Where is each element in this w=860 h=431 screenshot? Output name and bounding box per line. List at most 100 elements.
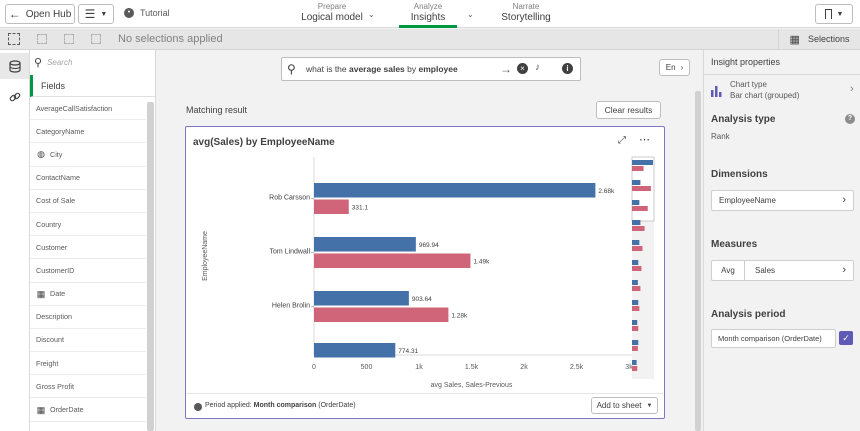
mini-bar — [632, 180, 641, 185]
x-axis-title: avg Sales, Sales-Previous — [431, 382, 513, 389]
field-item[interactable]: Gross Profit — [30, 375, 146, 399]
chevron-right-icon: › — [850, 83, 854, 95]
measure-item[interactable]: Avg Sales › — [711, 260, 854, 281]
measures-heading: Measures — [711, 239, 758, 250]
field-item[interactable]: Freight — [30, 352, 146, 376]
field-item[interactable]: ◍ City — [30, 143, 146, 167]
main-scrollbar[interactable] — [695, 91, 701, 431]
info-icon[interactable]: i — [562, 63, 573, 74]
field-list: AverageCallSatisfaction CategoryName ◍ City… — [30, 97, 146, 422]
period-value-label: Month comparison (OrderDate) — [718, 334, 822, 343]
nav-analyze[interactable]: Analyze Insights — [399, 2, 457, 24]
insight-search-bar[interactable]: ⚲ what is the average sales by employee … — [281, 57, 581, 81]
hamburger-icon: ☰ — [84, 7, 96, 21]
fields-tab[interactable] — [0, 53, 29, 79]
bar[interactable] — [314, 307, 449, 323]
field-item-label: Gross Profit — [36, 381, 74, 391]
query-prefix: what is the — [306, 64, 349, 74]
microphone-icon[interactable]: ♪ — [535, 62, 540, 73]
chevron-down-icon[interactable]: ⌄ — [368, 10, 375, 19]
nav-narrate[interactable]: Narrate Storytelling — [494, 2, 558, 24]
mini-bar — [632, 246, 643, 251]
period-info-icon — [194, 403, 202, 411]
selections-button[interactable]: ▦ Selections — [778, 29, 860, 49]
clear-selections-icon[interactable] — [91, 34, 101, 44]
menu-button[interactable]: ☰ ▼ — [78, 4, 114, 24]
dimension-item[interactable]: EmployeeName › — [711, 190, 854, 211]
field-item[interactable]: Cost of Sale — [30, 190, 146, 213]
field-search[interactable]: ⚲ Search — [34, 53, 152, 71]
field-item[interactable]: ▦ OrderDate — [30, 398, 146, 422]
selections-toolbar: No selections applied ▦ Selections — [0, 29, 860, 50]
bar[interactable] — [314, 183, 596, 198]
nav-prepare[interactable]: Prepare Logical model — [300, 2, 364, 24]
chart-type-selector[interactable]: Chart type Bar chart (grouped) › — [711, 78, 856, 104]
mini-bar — [632, 260, 639, 265]
submit-arrow-icon[interactable]: → — [500, 62, 512, 76]
link-icon — [9, 92, 20, 102]
x-tick-label: 1k — [415, 364, 423, 371]
active-tab-indicator — [399, 25, 457, 28]
field-item[interactable]: ▦ Date — [30, 283, 146, 306]
measure-aggregation[interactable]: Avg — [712, 261, 745, 280]
help-icon[interactable]: ? — [845, 114, 855, 124]
period-checkbox[interactable]: ✓ — [839, 331, 853, 345]
mini-bar — [632, 306, 640, 311]
insight-card[interactable]: avg(Sales) by EmployeeName ⤢ ⋯ 0 500 1k 1.5… — [185, 126, 665, 419]
bar-chart[interactable]: 0 500 1k 1.5k 2k 2.5k 3k Rob Carsson 2.68k 331.1 T… — [186, 151, 662, 405]
bar[interactable] — [314, 253, 471, 269]
search-icon: ⚲ — [34, 56, 43, 69]
field-item[interactable]: Discount — [30, 329, 146, 353]
period-field: (OrderDate) — [318, 402, 356, 409]
selection-forward-icon[interactable] — [64, 34, 74, 44]
field-item[interactable]: Description — [30, 306, 146, 329]
field-item[interactable]: ContactName — [30, 167, 146, 190]
bar[interactable] — [314, 199, 349, 215]
add-to-sheet-button[interactable]: Add to sheet ▼ — [591, 397, 658, 414]
mini-bar — [632, 326, 639, 331]
bar[interactable] — [314, 343, 396, 358]
link-tab[interactable] — [0, 86, 29, 108]
x-tick-label: 2.5k — [570, 364, 584, 371]
field-item[interactable]: Customer — [30, 236, 146, 260]
bookmark-button[interactable]: ▼ — [815, 4, 853, 24]
bar[interactable] — [314, 291, 409, 306]
field-item-label: Country — [36, 219, 62, 229]
caret-down-icon: ▼ — [836, 10, 844, 18]
period-item[interactable]: Month comparison (OrderDate) — [711, 329, 836, 348]
field-item[interactable]: CategoryName — [30, 120, 146, 144]
field-item[interactable]: AverageCallSatisfaction — [30, 97, 146, 121]
smart-search-icon[interactable] — [8, 33, 20, 45]
clear-query-icon[interactable]: × — [517, 63, 528, 74]
field-list-scrollbar[interactable] — [147, 102, 154, 431]
period-value: Month comparison — [253, 402, 317, 409]
clear-results-button[interactable]: Clear results — [596, 101, 661, 119]
chart-type-value: Bar chart (grouped) — [730, 91, 800, 100]
open-hub-button[interactable]: ← Open Hub — [5, 4, 75, 24]
y-axis-title: EmployeeName — [202, 231, 209, 281]
period-text: Period applied: Month comparison (OrderD… — [205, 402, 356, 409]
bar[interactable] — [314, 237, 416, 252]
selections-status: No selections applied — [118, 33, 223, 45]
field-item[interactable]: CustomerID — [30, 259, 146, 283]
chevron-down-icon[interactable]: ⌄ — [467, 10, 474, 19]
expand-icon[interactable]: ⤢ — [618, 135, 626, 146]
x-tick-label: 0 — [312, 364, 316, 371]
more-options-icon[interactable]: ⋯ — [639, 134, 651, 146]
field-item-label: City — [50, 149, 63, 159]
card-title: avg(Sales) by EmployeeName — [193, 137, 335, 148]
selection-back-icon[interactable] — [37, 34, 47, 44]
mini-bar — [632, 220, 641, 225]
field-search-placeholder: Search — [47, 57, 73, 67]
grid-icon: ▦ — [789, 33, 800, 46]
results-heading: Matching result — [186, 105, 248, 115]
search-icon: ⚲ — [287, 62, 296, 76]
analysis-type-heading: Analysis type — [711, 114, 776, 125]
field-item[interactable]: Country — [30, 213, 146, 237]
query-text[interactable]: what is the average sales by employee — [306, 64, 458, 74]
language-button[interactable]: En › — [659, 59, 690, 76]
mini-bar — [632, 266, 642, 271]
nav-narrate-big: Storytelling — [501, 12, 551, 23]
app-icon: • — [124, 8, 134, 18]
query-bold-measure: average sales — [349, 64, 405, 74]
